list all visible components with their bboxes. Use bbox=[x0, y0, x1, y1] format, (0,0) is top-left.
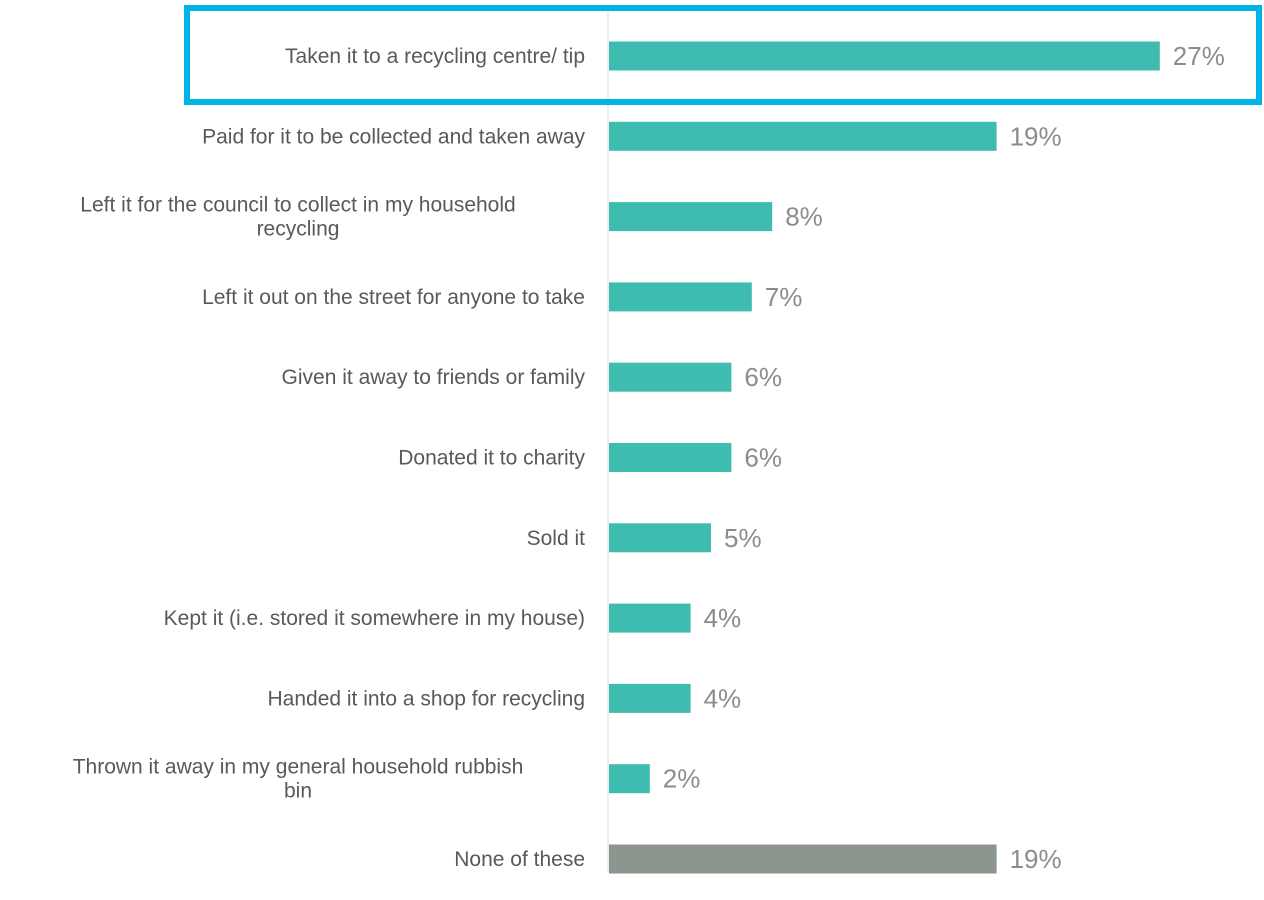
bar-10 bbox=[609, 844, 997, 874]
bar-2 bbox=[609, 202, 773, 232]
bars-layer bbox=[609, 41, 1160, 874]
value-label-6: 5% bbox=[724, 523, 762, 553]
category-label-1: Paid for it to be collected and taken aw… bbox=[202, 125, 585, 148]
bar-1 bbox=[609, 121, 997, 151]
bar-6 bbox=[609, 523, 711, 553]
category-label-9: Thrown it away in my general household r… bbox=[73, 756, 524, 803]
category-label-8: Handed it into a shop for recycling bbox=[267, 687, 585, 710]
category-label-line: Given it away to friends or family bbox=[282, 366, 586, 389]
category-label-line: Left it for the council to collect in my… bbox=[80, 194, 515, 217]
bar-3 bbox=[609, 282, 752, 312]
category-label-2: Left it for the council to collect in my… bbox=[80, 194, 515, 241]
category-label-line: bin bbox=[284, 780, 312, 803]
category-label-line: Handed it into a shop for recycling bbox=[267, 687, 585, 710]
value-label-2: 8% bbox=[785, 202, 823, 232]
value-label-5: 6% bbox=[744, 443, 782, 473]
category-label-line: Paid for it to be collected and taken aw… bbox=[202, 125, 585, 148]
category-label-line: None of these bbox=[454, 848, 585, 871]
category-label-line: Taken it to a recycling centre/ tip bbox=[285, 45, 585, 68]
category-label-line: recycling bbox=[257, 218, 340, 241]
value-label-3: 7% bbox=[765, 282, 803, 312]
category-label-line: Left it out on the street for anyone to … bbox=[202, 286, 585, 309]
bar-7 bbox=[609, 603, 691, 633]
category-label-4: Given it away to friends or family bbox=[282, 366, 586, 389]
value-label-8: 4% bbox=[704, 683, 742, 713]
bar-0 bbox=[609, 41, 1160, 71]
bar-4 bbox=[609, 362, 732, 392]
category-label-0: Taken it to a recycling centre/ tip bbox=[285, 45, 585, 68]
value-label-1: 19% bbox=[1010, 121, 1062, 151]
bar-5 bbox=[609, 443, 732, 472]
category-label-line: Sold it bbox=[527, 527, 586, 550]
value-labels: 27% 19% 8% 7% 6% 6% 5% 4% 4% 2% 19% bbox=[663, 41, 1225, 874]
category-label-3: Left it out on the street for anyone to … bbox=[202, 286, 585, 309]
category-label-10: None of these bbox=[454, 848, 585, 871]
bar-9 bbox=[609, 764, 650, 794]
highlight-box bbox=[184, 5, 1262, 105]
value-label-9: 2% bbox=[663, 764, 701, 794]
category-labels: Taken it to a recycling centre/ tip Paid … bbox=[73, 45, 586, 871]
category-label-line: Donated it to charity bbox=[398, 447, 585, 470]
category-label-6: Sold it bbox=[527, 527, 586, 550]
value-label-10: 19% bbox=[1010, 844, 1062, 874]
value-label-0: 27% bbox=[1173, 41, 1225, 71]
category-label-7: Kept it (i.e. stored it somewhere in my … bbox=[164, 607, 585, 630]
category-label-line: Kept it (i.e. stored it somewhere in my … bbox=[164, 607, 585, 630]
value-label-7: 4% bbox=[704, 603, 742, 633]
category-label-line: Thrown it away in my general household r… bbox=[73, 756, 524, 779]
bar-8 bbox=[609, 683, 691, 713]
category-label-5: Donated it to charity bbox=[398, 447, 585, 470]
value-label-4: 6% bbox=[744, 362, 782, 392]
